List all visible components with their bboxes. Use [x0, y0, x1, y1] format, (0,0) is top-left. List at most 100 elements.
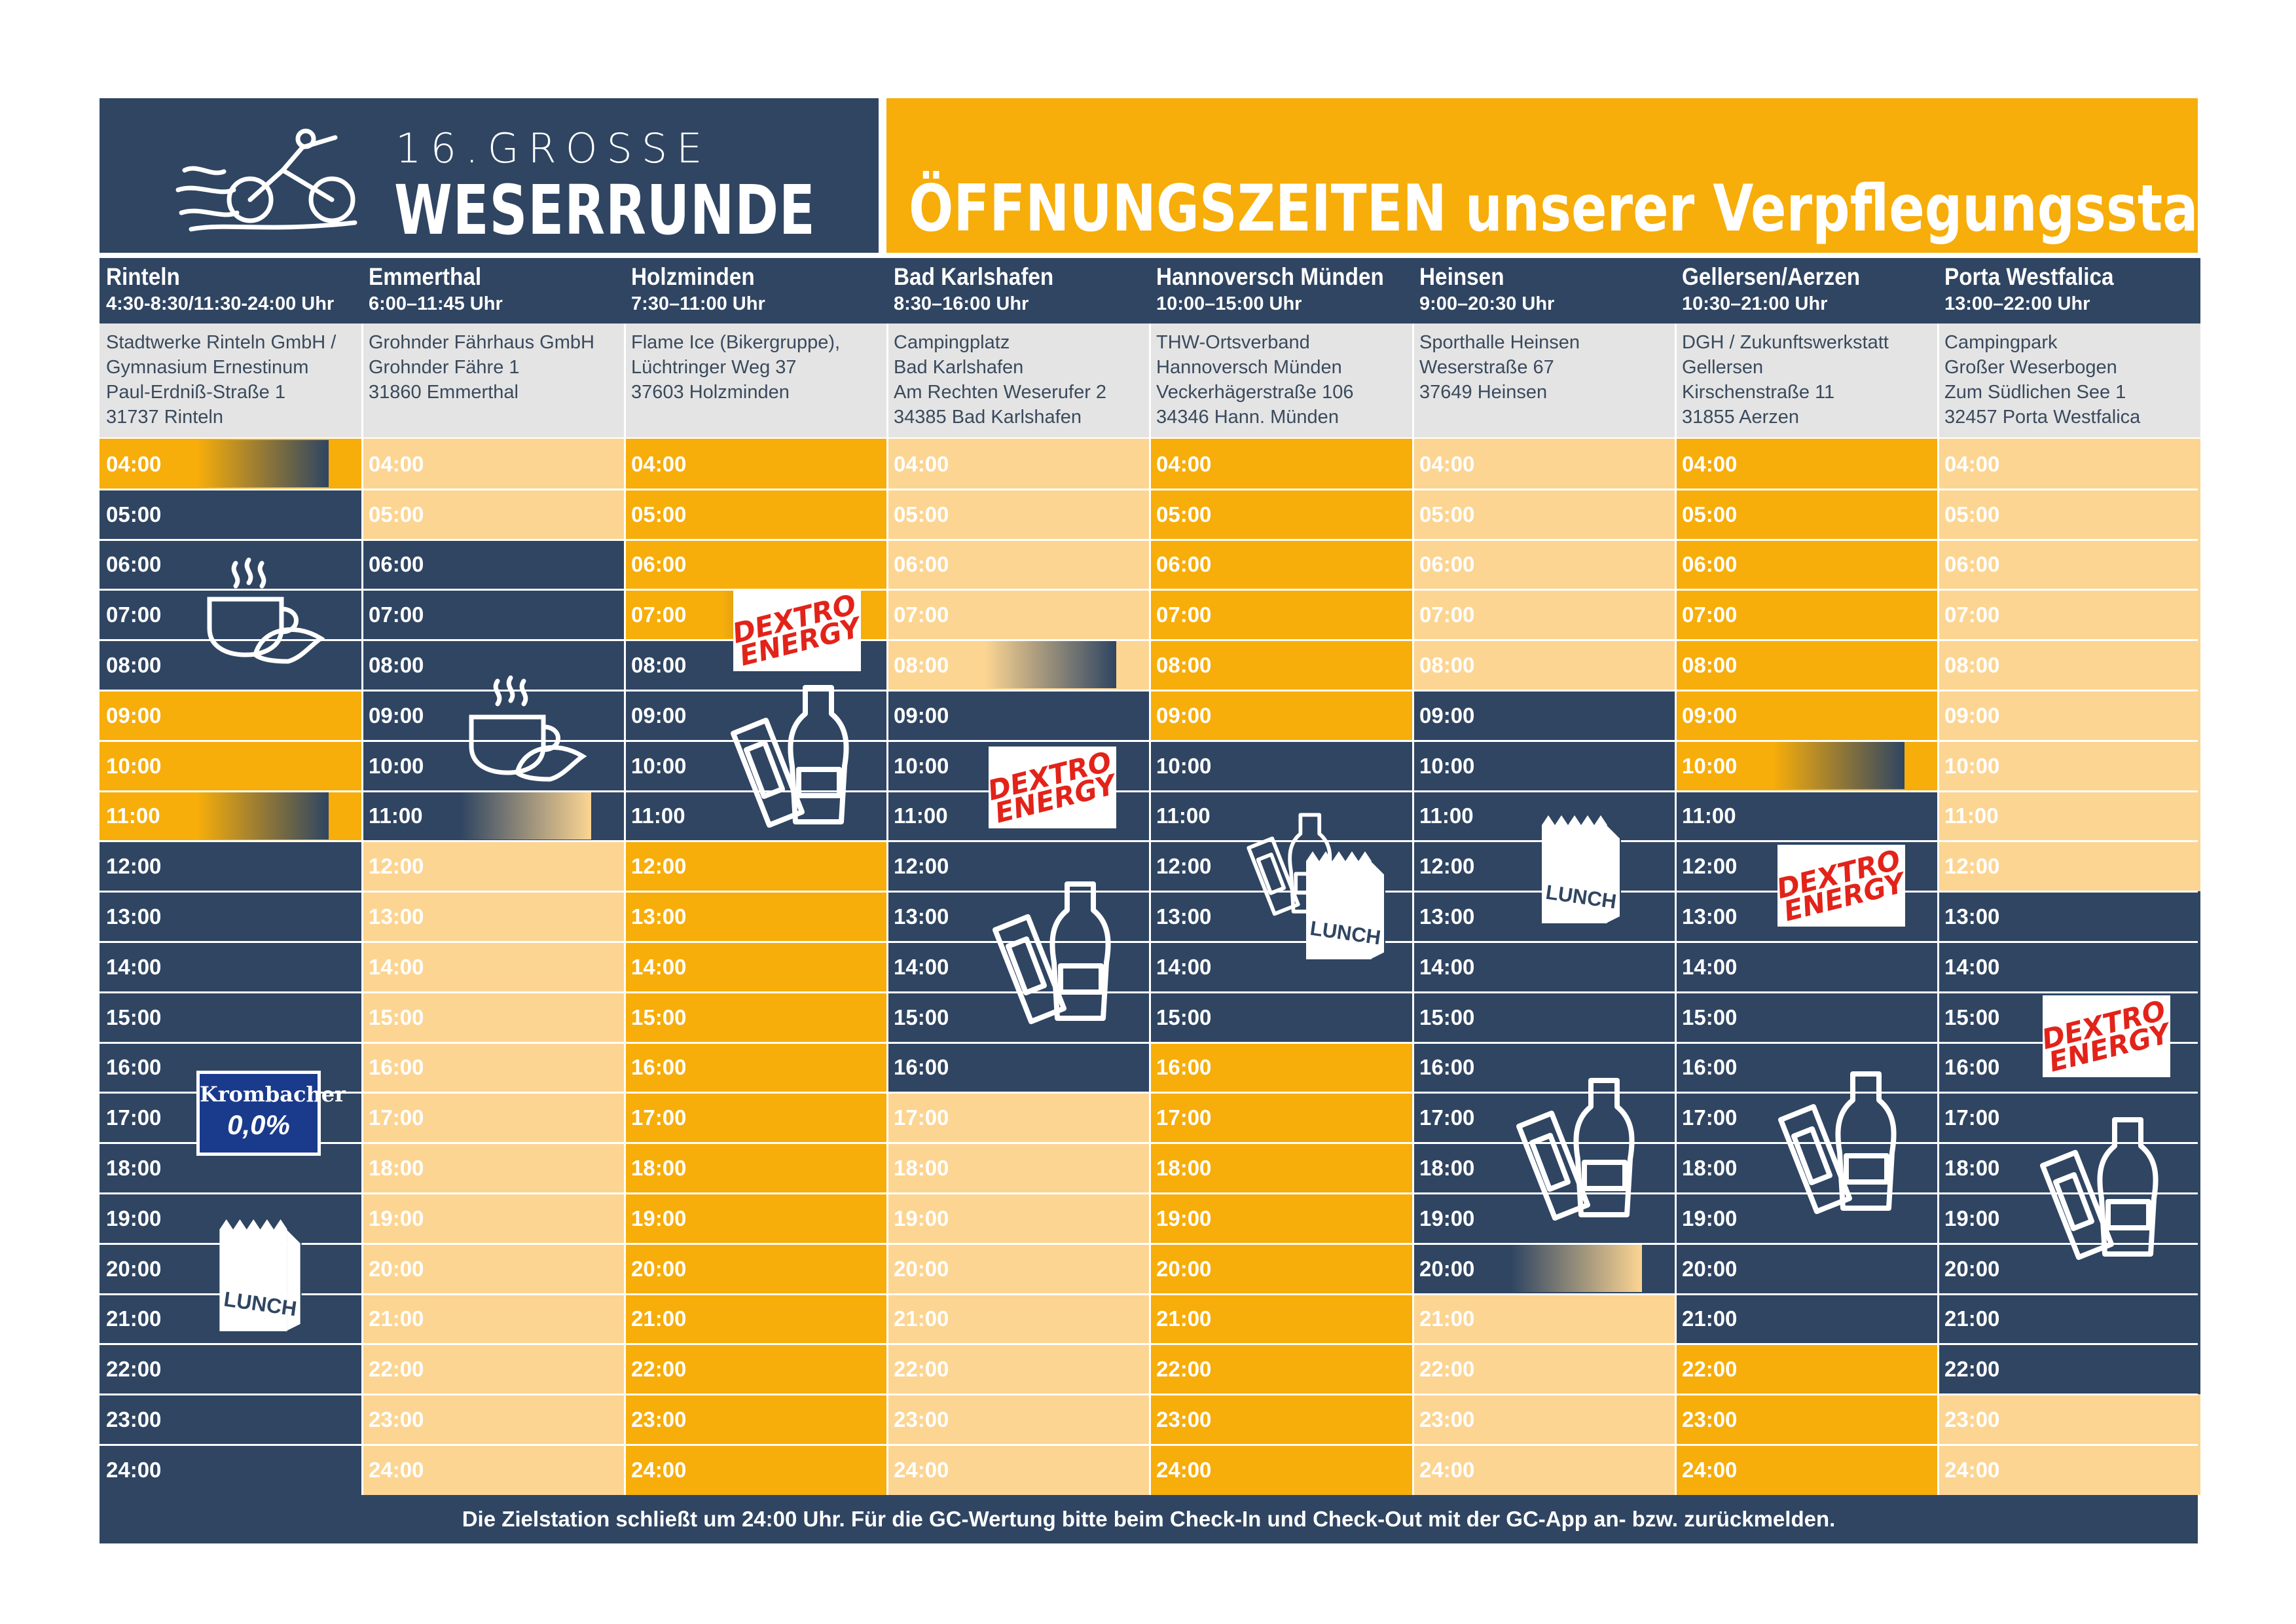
- station-header: Heinsen 9:00–20:30 Uhr: [1413, 258, 1675, 323]
- address-line: Grohnder Fähre 1: [369, 357, 520, 378]
- time-slot: 19:00: [625, 1193, 887, 1244]
- time-slot: 24:00: [625, 1445, 887, 1495]
- title-banner: ÖFFNUNGSZEITEN unserer Verpflegungsstati…: [886, 98, 2296, 253]
- time-slot: 07:00: [1675, 589, 1938, 640]
- dextro-energy-badge: DEXTRO ENERGY: [2039, 993, 2173, 1078]
- time-slot: 05:00: [1675, 489, 1938, 540]
- station-address: Campingpark Großer Weserbogen Zum Südliche…: [1938, 323, 2200, 437]
- cyclist-logo-icon: [175, 128, 357, 232]
- time-slot: 23:00: [1675, 1394, 1938, 1445]
- time-slot: 22:00: [625, 1344, 887, 1394]
- time-slot: 04:00: [625, 439, 887, 489]
- time-slot: 21:00: [1413, 1294, 1675, 1344]
- transition-fade: [198, 440, 329, 487]
- time-slot: 23:00: [887, 1394, 1150, 1445]
- station-name: Heinsen: [1419, 263, 1504, 290]
- station-header: Porta Westfalica 13:00–22:00 Uhr: [1938, 258, 2200, 323]
- row-divider: [100, 1393, 2198, 1395]
- time-slot: 24:00: [1675, 1445, 1938, 1495]
- station-hours: 10:30–21:00 Uhr: [1682, 293, 1828, 314]
- station-address: Grohnder Fährhaus GmbH Grohnder Fähre 1 31…: [362, 323, 625, 437]
- row-divider: [100, 790, 2198, 792]
- time-slot: 24:00: [1413, 1445, 1675, 1495]
- time-slot: 10:00: [1150, 741, 1413, 791]
- time-slot: 13:00: [625, 891, 887, 942]
- address-line: Bad Karlshafen: [894, 357, 1024, 378]
- station-hours: 10:00–15:00 Uhr: [1156, 293, 1302, 314]
- time-slot: 18:00: [362, 1143, 625, 1193]
- row-divider: [100, 1444, 2198, 1446]
- station-address: Campingplatz Bad Karlshafen Am Rechten Wes…: [887, 323, 1150, 437]
- station-address: Stadtwerke Rinteln GmbH / Gymnasium Ernes…: [100, 323, 362, 437]
- station-name: Bad Karlshafen: [894, 263, 1054, 290]
- time-slot: 08:00: [1150, 640, 1413, 690]
- dextro-energy-badge: DEXTRO ENERGY: [985, 745, 1119, 829]
- time-slot: 22:00: [362, 1344, 625, 1394]
- time-slot: 18:00: [1150, 1143, 1413, 1193]
- address-line: Großer Weserbogen: [1944, 357, 2117, 378]
- row-divider: [100, 1293, 2198, 1295]
- address-line: Gellersen: [1682, 357, 1764, 378]
- time-slot: 06:00: [1675, 540, 1938, 589]
- time-slot: 17:00: [887, 1092, 1150, 1143]
- row-divider: [100, 589, 2198, 591]
- transition-fade: [198, 792, 329, 840]
- transition-fade: [1774, 742, 1904, 789]
- time-slot: 04:00: [1938, 439, 2200, 489]
- station-hours: 4:30-8:30/11:30-24:00 Uhr: [106, 293, 335, 314]
- station-header: Gellersen/Aerzen 10:30–21:00 Uhr: [1675, 258, 1938, 323]
- station-address: DGH / Zukunftswerkstatt Gellersen Kirschen…: [1675, 323, 1938, 437]
- time-slot: 05:00: [1938, 489, 2200, 540]
- logo-line-1: 16.GROSSE: [395, 124, 712, 172]
- address-line: Grohnder Fährhaus GmbH: [369, 332, 594, 353]
- time-slot: 05:00: [1150, 489, 1413, 540]
- time-slot: 17:00: [1150, 1092, 1413, 1143]
- row-divider: [100, 1142, 2198, 1144]
- time-slot: 23:00: [100, 1394, 362, 1445]
- lunch-bag-icon: LUNCH: [1300, 848, 1391, 966]
- time-slot: 06:00: [1938, 540, 2200, 589]
- time-slot: 07:00: [362, 589, 625, 640]
- station-header: Bad Karlshafen 8:30–16:00 Uhr: [887, 258, 1150, 323]
- address-line: Flame Ice (Bikergruppe),: [631, 332, 841, 353]
- station-header: Holzminden 7:30–11:00 Uhr: [625, 258, 887, 323]
- time-slot: 14:00: [362, 942, 625, 992]
- time-slot: 10:00: [100, 741, 362, 791]
- row-divider: [100, 690, 2198, 692]
- address-line: 34346 Hann. Münden: [1156, 407, 1339, 428]
- time-slot: 12:00: [362, 841, 625, 891]
- time-slot: 11:00: [1150, 791, 1413, 841]
- time-slot: 15:00: [1150, 992, 1413, 1043]
- time-slot: 04:00: [1150, 439, 1413, 489]
- row-divider: [100, 1042, 2198, 1044]
- time-slot: 24:00: [1150, 1445, 1413, 1495]
- address-line: Hannoversch Münden: [1156, 357, 1342, 378]
- time-slot: 22:00: [1675, 1344, 1938, 1394]
- time-slot: 09:00: [1413, 690, 1675, 741]
- time-slot: 14:00: [100, 942, 362, 992]
- time-slot: 22:00: [887, 1344, 1150, 1394]
- transition-fade: [460, 792, 591, 840]
- time-slot: 09:00: [1675, 690, 1938, 741]
- time-slot: 14:00: [625, 942, 887, 992]
- address-line: Lüchtringer Weg 37: [631, 357, 797, 378]
- time-slot: 08:00: [100, 640, 362, 690]
- time-slot: 20:00: [1150, 1244, 1413, 1294]
- footer-note: Die Zielstation schließt um 24:00 Uhr. F…: [100, 1494, 2198, 1543]
- time-slot: 22:00: [100, 1344, 362, 1394]
- column-divider: [1937, 323, 1939, 1495]
- time-slot: 13:00: [1938, 891, 2200, 942]
- time-slot: 05:00: [100, 489, 362, 540]
- time-slot: 21:00: [1938, 1294, 2200, 1344]
- time-slot: 12:00: [1938, 841, 2200, 891]
- time-slot: 10:00: [362, 741, 625, 791]
- dextro-energy-label: DEXTRO ENERGY: [2038, 993, 2173, 1079]
- address-line: Sporthalle Heinsen: [1419, 332, 1580, 353]
- time-slot: 17:00: [362, 1092, 625, 1143]
- logo-line-2: WESERRUNDE: [394, 170, 816, 250]
- address-line: 34385 Bad Karlshafen: [894, 407, 1082, 428]
- address-line: 32457 Porta Westfalica: [1944, 407, 2141, 428]
- time-slot: 05:00: [362, 489, 625, 540]
- time-slot: 24:00: [362, 1445, 625, 1495]
- station-hours: 13:00–22:00 Uhr: [1944, 293, 2090, 314]
